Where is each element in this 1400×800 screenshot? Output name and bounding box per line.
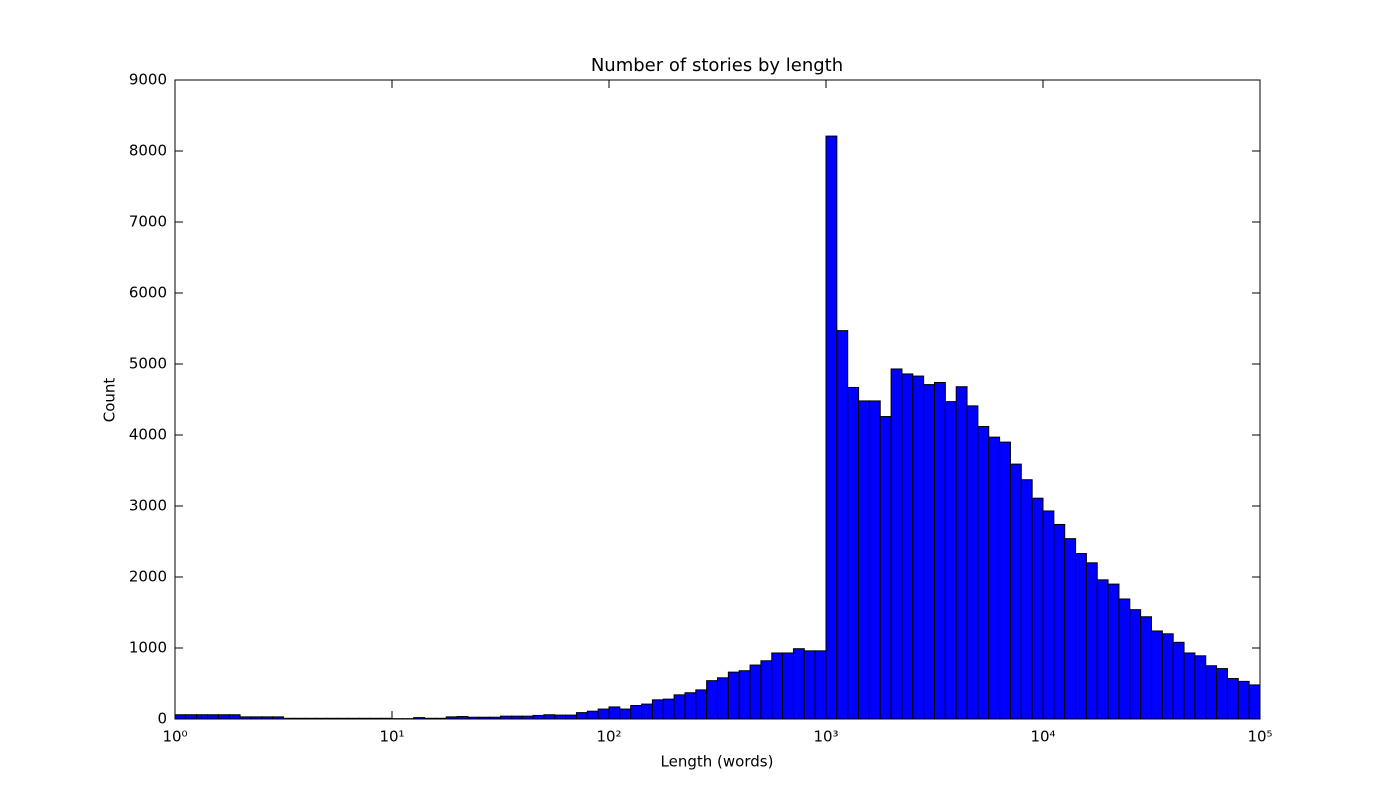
bar: [1129, 609, 1142, 720]
bar: [749, 664, 762, 720]
x-tick-label: 10⁰: [162, 728, 187, 746]
bar: [1172, 641, 1185, 720]
bar: [1205, 665, 1218, 720]
x-tick-label: 10³: [813, 728, 838, 746]
bar: [543, 714, 556, 720]
bar: [771, 652, 784, 720]
bar: [641, 703, 653, 720]
chart-title: Number of stories by length: [591, 55, 843, 76]
bar: [825, 135, 838, 720]
x-axis-label: Length (words): [661, 753, 774, 771]
bar: [847, 386, 860, 720]
bar: [879, 416, 892, 720]
bar: [814, 650, 827, 720]
bar: [630, 705, 643, 720]
bar: [1118, 598, 1131, 720]
bar: [955, 386, 968, 720]
bar: [1053, 523, 1066, 720]
bar: [1009, 463, 1022, 720]
bar: [727, 671, 740, 720]
y-tick-label: 0: [157, 710, 167, 728]
bar: [217, 714, 230, 720]
bar: [565, 714, 577, 720]
bar: [792, 648, 805, 720]
bar: [706, 680, 718, 720]
bar: [890, 368, 903, 720]
bar: [1042, 510, 1055, 720]
bar: [586, 710, 599, 720]
bar: [597, 708, 610, 720]
bar: [554, 714, 567, 720]
x-tick-label: 10¹: [379, 728, 404, 746]
bar: [695, 689, 708, 720]
bar: [803, 650, 816, 720]
bar: [1237, 680, 1250, 720]
bar: [1183, 652, 1196, 720]
plot-frame: [174, 79, 1261, 720]
bar: [185, 714, 198, 720]
bar: [923, 384, 935, 720]
y-tick-label: 3000: [129, 497, 167, 515]
x-tick-label: 10⁵: [1247, 728, 1272, 746]
bar: [1140, 616, 1152, 720]
y-tick-label: 5000: [129, 355, 167, 373]
y-tick-label: 2000: [129, 568, 167, 586]
y-tick-label: 6000: [129, 284, 167, 302]
x-tick-label: 10⁴: [1030, 728, 1055, 746]
y-axis-label: Count: [101, 378, 119, 423]
y-tick-label: 7000: [129, 213, 167, 231]
bar: [760, 660, 773, 720]
x-tick-label: 10²: [596, 728, 621, 746]
bar: [1150, 630, 1163, 720]
bar: [1194, 655, 1207, 720]
bar: [858, 400, 870, 720]
bar: [532, 714, 545, 720]
bar: [1020, 479, 1033, 720]
bar: [966, 405, 979, 720]
bar: [782, 652, 794, 720]
bar: [868, 400, 881, 720]
bar: [977, 425, 990, 720]
bar: [575, 712, 588, 720]
bar: [608, 706, 621, 720]
bar: [1216, 668, 1228, 720]
y-tick-label: 1000: [129, 639, 167, 657]
bar: [1107, 583, 1120, 720]
bar: [1161, 633, 1174, 720]
bar: [662, 698, 675, 720]
bar: [207, 714, 219, 720]
bar: [1064, 538, 1077, 720]
bar: [1226, 678, 1239, 720]
bar: [901, 373, 914, 720]
bar: [933, 381, 946, 720]
bar: [912, 375, 925, 720]
bar: [1085, 562, 1098, 720]
y-tick-label: 4000: [129, 426, 167, 444]
bar: [999, 441, 1011, 720]
bar: [1031, 497, 1044, 720]
bar: [196, 714, 209, 720]
bar: [651, 699, 664, 720]
bar: [1248, 684, 1261, 720]
bar: [944, 401, 957, 720]
bar: [738, 670, 751, 720]
y-tick-label: 8000: [129, 142, 167, 160]
bar: [673, 694, 686, 720]
bar: [174, 714, 187, 720]
bar: [619, 708, 632, 720]
bar: [716, 677, 729, 720]
bar: [1096, 579, 1109, 720]
bar: [836, 330, 849, 720]
bar: [988, 436, 1001, 720]
bar: [684, 692, 697, 720]
y-tick-label: 9000: [129, 71, 167, 89]
bar: [228, 714, 241, 720]
bar: [1075, 553, 1087, 720]
